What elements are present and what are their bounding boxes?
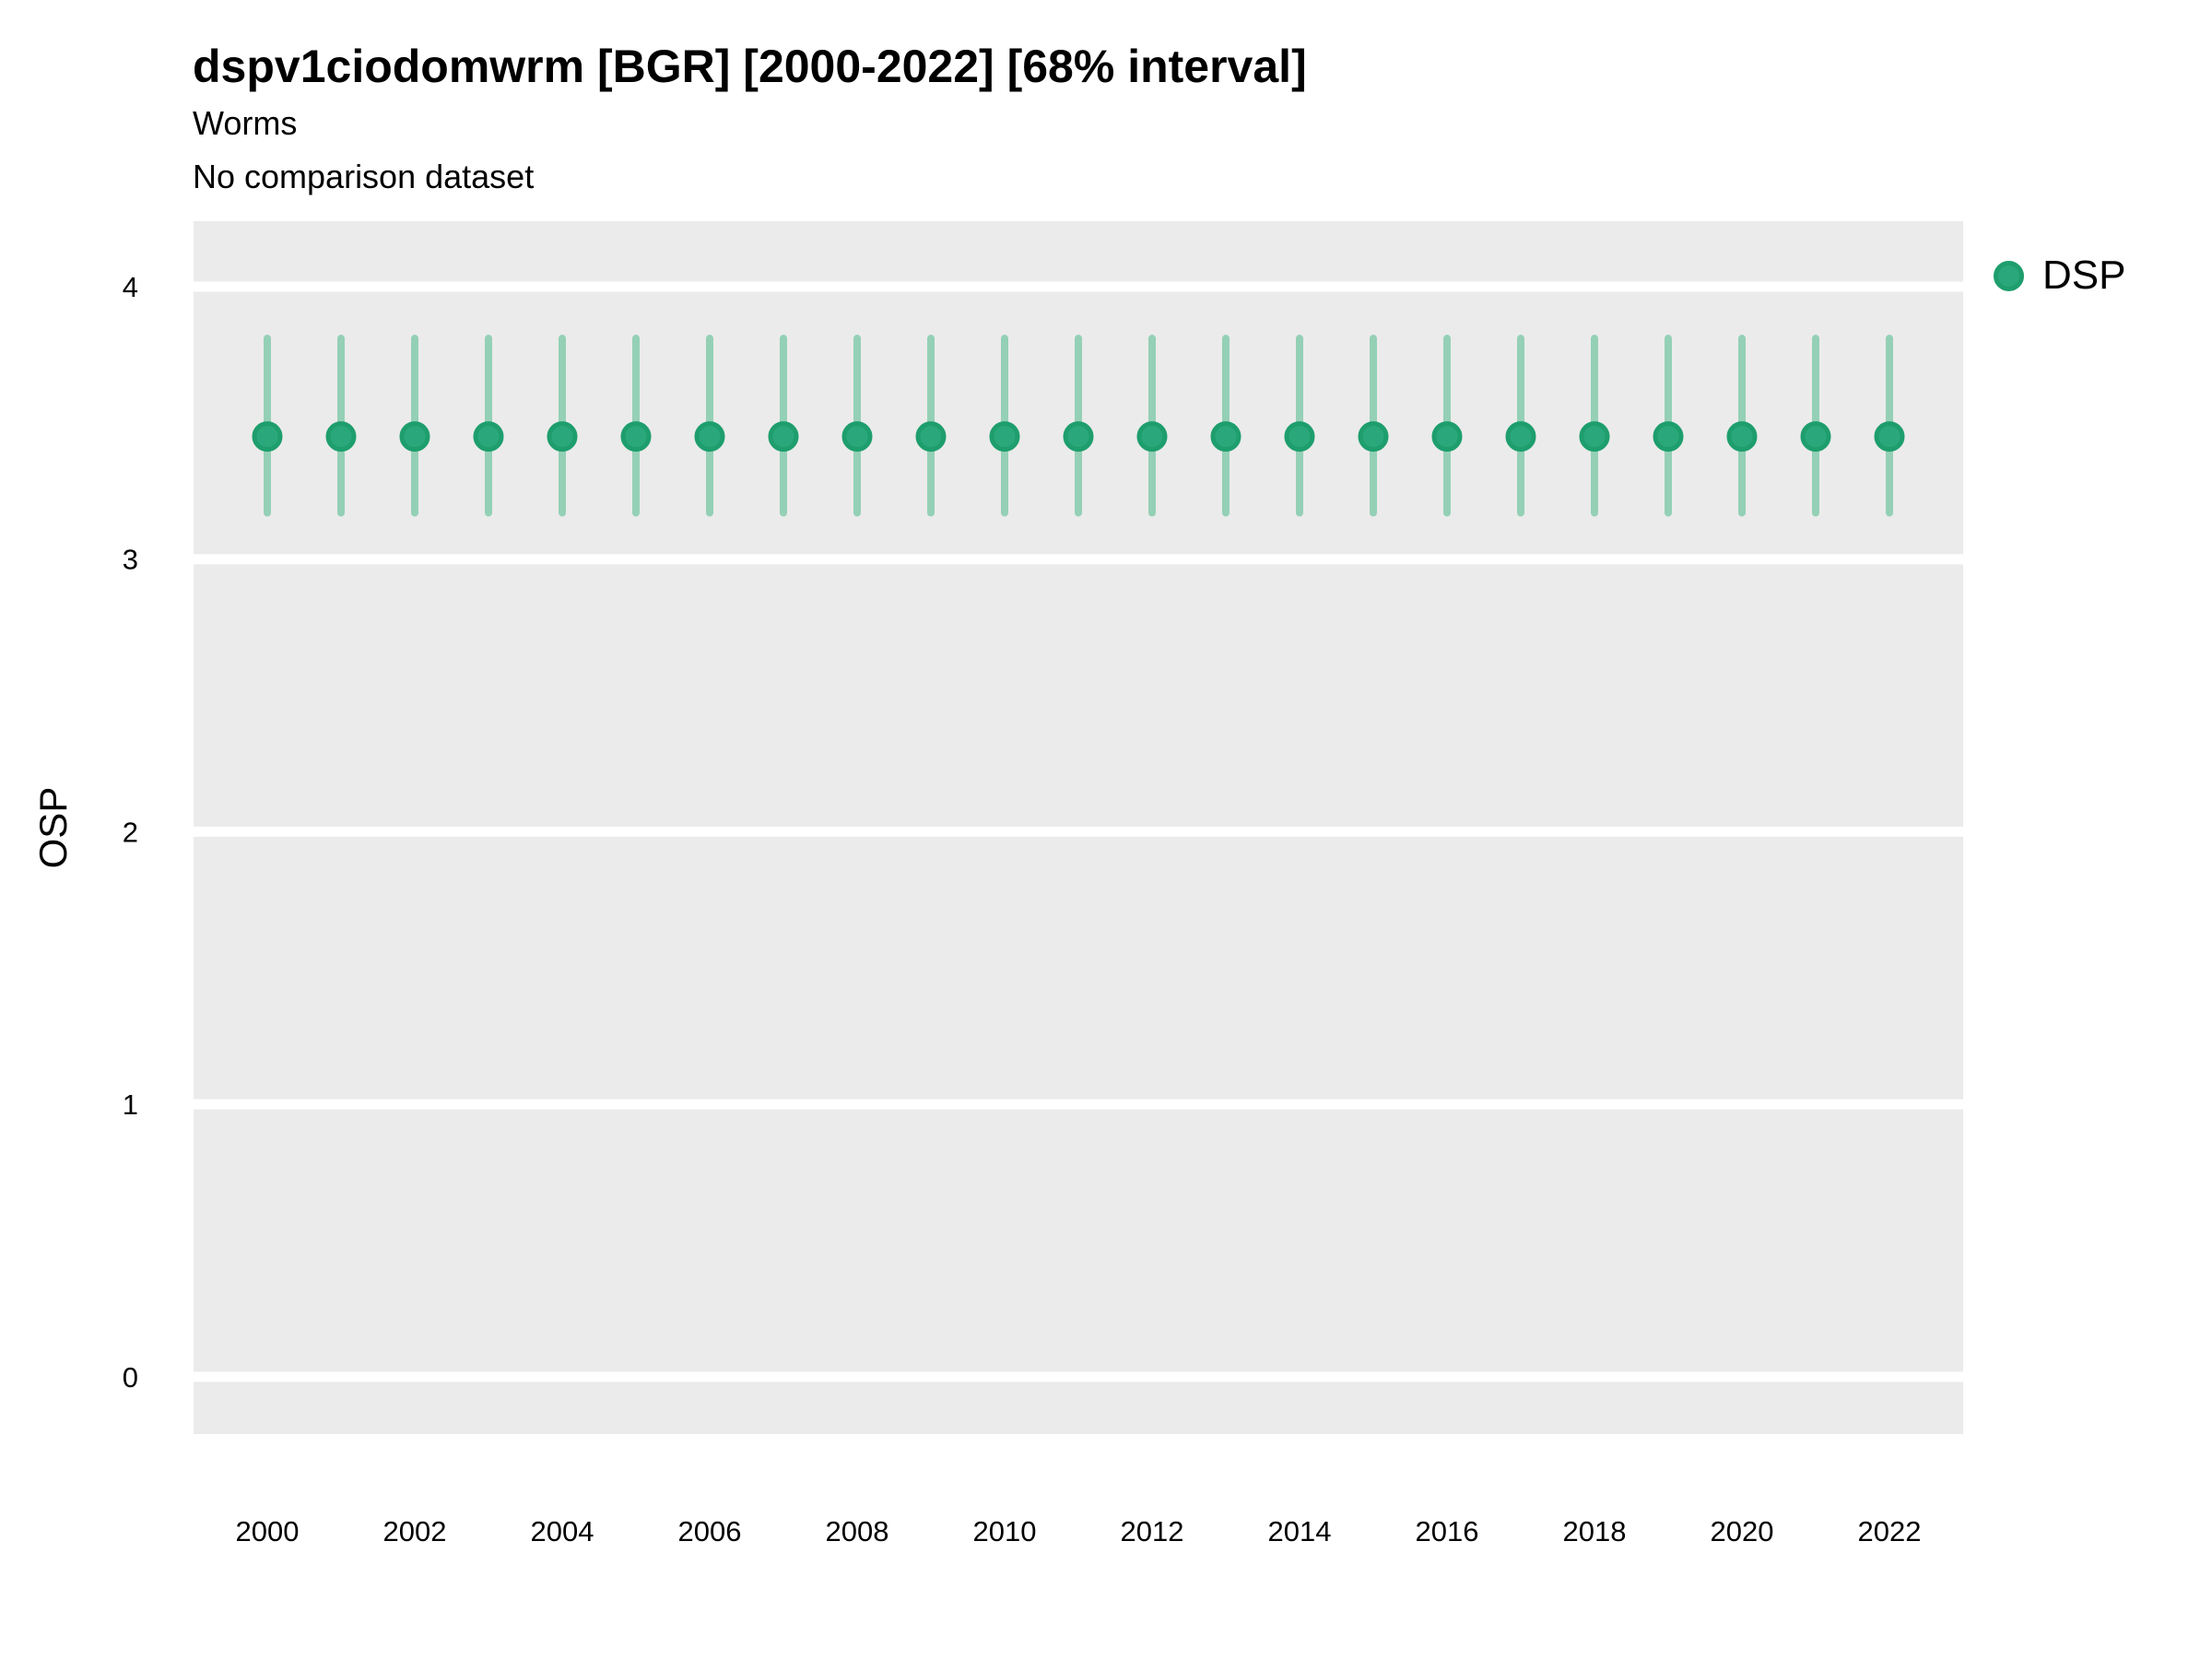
data-point bbox=[1505, 421, 1536, 453]
y-tick-label: 4 bbox=[123, 271, 138, 303]
chart-title: dspv1ciodomwrm [BGR] [2000-2022] [68% in… bbox=[193, 41, 1307, 92]
x-tick-label: 2004 bbox=[531, 1515, 594, 1547]
x-tick-label: 2012 bbox=[1121, 1515, 1184, 1547]
data-point bbox=[547, 421, 578, 453]
data-point bbox=[620, 421, 652, 453]
x-tick-label: 2006 bbox=[678, 1515, 742, 1547]
data-point bbox=[325, 421, 357, 453]
data-point bbox=[694, 421, 725, 453]
y-tick-label: 0 bbox=[123, 1361, 138, 1394]
data-point bbox=[1653, 421, 1684, 453]
x-tick-label: 2016 bbox=[1416, 1515, 1479, 1547]
data-point bbox=[473, 421, 504, 453]
y-tick-label: 3 bbox=[123, 544, 138, 576]
data-point bbox=[1284, 421, 1315, 453]
data-point bbox=[399, 421, 430, 453]
data-point bbox=[989, 421, 1020, 453]
data-point bbox=[1063, 421, 1094, 453]
data-point bbox=[1800, 421, 1831, 453]
data-point bbox=[1431, 421, 1463, 453]
data-point bbox=[252, 421, 283, 453]
x-tick-label: 2008 bbox=[826, 1515, 889, 1547]
x-tick-label: 2022 bbox=[1858, 1515, 1922, 1547]
x-tick-label: 2014 bbox=[1268, 1515, 1332, 1547]
y-tick-label: 1 bbox=[123, 1088, 138, 1121]
legend: DSP bbox=[1994, 254, 2125, 297]
data-point bbox=[1210, 421, 1241, 453]
x-tick-label: 2002 bbox=[383, 1515, 447, 1547]
data-point bbox=[1358, 421, 1389, 453]
data-point bbox=[768, 421, 799, 453]
data-point bbox=[1136, 421, 1168, 453]
legend-label: DSP bbox=[2042, 253, 2126, 298]
y-tick-label: 2 bbox=[123, 816, 138, 848]
data-point bbox=[915, 421, 947, 453]
x-tick-label: 2010 bbox=[973, 1515, 1037, 1547]
x-tick-label: 2020 bbox=[1711, 1515, 1774, 1547]
comparison-note: No comparison dataset bbox=[193, 158, 535, 195]
legend-point-icon bbox=[1994, 260, 2024, 291]
data-point bbox=[841, 421, 873, 453]
data-point bbox=[1874, 421, 1905, 453]
data-point bbox=[1579, 421, 1610, 453]
x-tick-label: 2000 bbox=[236, 1515, 300, 1547]
x-tick-label: 2018 bbox=[1563, 1515, 1627, 1547]
data-point bbox=[1726, 421, 1758, 453]
chart-subtitle: Worms bbox=[193, 104, 298, 142]
